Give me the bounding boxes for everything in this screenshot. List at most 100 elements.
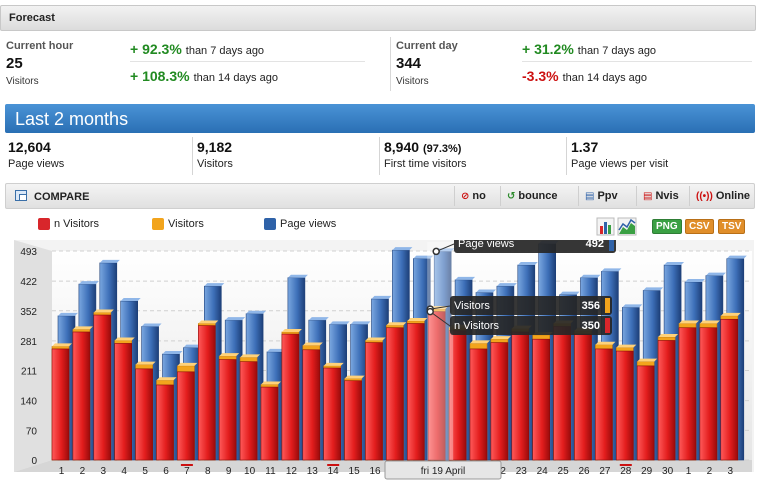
hour-delta-14-value: + 108.3% xyxy=(130,68,190,84)
bar-page-views-top xyxy=(204,283,225,287)
current-hour-label: Current hour xyxy=(6,40,74,52)
y-tick-label: 493 xyxy=(20,247,37,258)
bar-page-views-top xyxy=(413,255,434,259)
x-tick-label: 10 xyxy=(244,466,256,477)
tooltip-color-swatch xyxy=(605,298,610,313)
y-tick-label: 211 xyxy=(21,367,37,378)
compare-bounce-button[interactable]: ↺ bounce xyxy=(500,186,564,206)
x-tick-label: 11 xyxy=(265,466,276,477)
online-icon: ((•)) xyxy=(696,191,713,202)
bar-n-visitors xyxy=(386,327,404,461)
bar-visitors-top xyxy=(177,362,198,366)
x-tick-label: 3 xyxy=(728,466,734,477)
legend-page-views[interactable]: Page views xyxy=(264,216,336,232)
area-chart-icon[interactable] xyxy=(617,217,637,236)
legend-visitors-label: Visitors xyxy=(168,218,204,230)
bar-n-visitors xyxy=(72,331,91,461)
export-csv-button[interactable]: CSV xyxy=(685,219,714,234)
bar-visitors-top xyxy=(386,322,407,326)
legend-n-visitors[interactable]: n Visitors xyxy=(38,216,99,232)
legend-visitors-swatch xyxy=(152,218,164,230)
current-hour-value: 25 xyxy=(6,55,23,72)
export-png-button[interactable]: PNG xyxy=(652,219,682,234)
chart-floor xyxy=(14,460,752,472)
selected-date-box xyxy=(384,460,502,480)
bar-chart-icon[interactable] xyxy=(596,217,615,236)
legend-page-views-label: Page views xyxy=(280,218,337,230)
compare-online-button[interactable]: ((•)) Online xyxy=(689,186,756,206)
bar-n-visitors xyxy=(720,318,739,461)
bar-page-views-top xyxy=(559,291,580,295)
bar-n-visitors xyxy=(699,327,718,461)
bar-page-views-top xyxy=(120,298,141,302)
bar-page-views-top xyxy=(496,283,517,287)
bar-visitors-top xyxy=(470,340,490,344)
tooltip-anchor-dot xyxy=(426,307,434,316)
bar-visitors-top xyxy=(198,320,219,324)
bar-n-visitors xyxy=(51,348,70,461)
summary-first-time-label: First time visitors xyxy=(384,158,467,170)
bar-visitors-top xyxy=(699,320,720,324)
bar-page-views-top xyxy=(308,317,329,321)
tooltip-anchor-dot xyxy=(432,247,440,256)
y-tick-label: 352 xyxy=(20,307,37,318)
x-tick-label: 6 xyxy=(163,466,169,477)
bar-page-views-top xyxy=(705,272,726,276)
hour-delta-7-value: + 92.3% xyxy=(130,41,182,57)
x-tick-label: 1 xyxy=(686,466,692,477)
summary-page-views-value: 12,604 xyxy=(8,139,51,155)
bar-page-views-top xyxy=(601,268,622,272)
period-title: Last 2 months xyxy=(15,109,129,129)
bar-visitors-top xyxy=(365,337,386,341)
legend-visitors[interactable]: Visitors xyxy=(152,216,204,232)
bar-visitors-top xyxy=(679,320,699,324)
hour-delta-14: + 108.3% than 14 days ago xyxy=(130,68,278,84)
x-tick-label: 3 xyxy=(101,466,107,477)
export-tsv-button[interactable]: TSV xyxy=(718,219,746,234)
bar-page-views-top xyxy=(664,261,685,265)
compare-nvis-button[interactable]: ▤ Nvis xyxy=(636,186,685,206)
bar-n-visitors xyxy=(365,342,383,461)
period-header: Last 2 months xyxy=(5,104,755,133)
compare-ppv-button[interactable]: ▤ Ppv xyxy=(578,186,624,206)
bar-visitors-top xyxy=(52,343,72,347)
bar-n-visitors xyxy=(595,348,613,461)
bar-page-views-top xyxy=(225,317,246,321)
bar-visitors-top xyxy=(156,377,177,381)
forecast-header: Forecast xyxy=(0,5,756,31)
tooltip-box xyxy=(450,316,612,335)
bar-visitors-top xyxy=(637,358,658,362)
tooltip-label: Visitors xyxy=(454,300,490,312)
bar-n-visitors xyxy=(344,380,362,461)
bar-page-views-top xyxy=(329,321,350,325)
x-tick-label: 1 xyxy=(59,466,65,477)
tooltip-color-swatch xyxy=(605,318,610,333)
bar-n-visitors xyxy=(469,348,488,461)
chart-side-wall xyxy=(14,240,52,472)
tooltip-box xyxy=(454,240,616,253)
x-tick-label: 27 xyxy=(599,466,611,477)
x-tick-label: 13 xyxy=(307,466,319,477)
compare-icon[interactable] xyxy=(15,190,27,201)
bar-visitors-top xyxy=(93,309,114,313)
compare-bar: COMPARE ⊘ no ↺ bounce ▤ Ppv ▤ Nvis ((•)) Onli… xyxy=(5,183,755,209)
day-delta-14: -3.3% than 14 days ago xyxy=(522,68,647,84)
bar-n-visitors xyxy=(302,349,321,461)
x-tick-label: 14 xyxy=(328,466,340,477)
bar-page-views-top xyxy=(371,295,392,299)
summary-first-time: 8,940 (97.3%) First time visitors xyxy=(381,137,567,175)
compare-no-button[interactable]: ⊘ no xyxy=(454,186,492,206)
summary-ppv-value: 1.37 xyxy=(571,139,599,155)
x-tick-label: 12 xyxy=(286,466,298,477)
bar-page-views-top xyxy=(392,247,413,251)
legend-page-views-swatch xyxy=(264,218,276,230)
legend-n-visitors-label: n Visitors xyxy=(54,218,100,230)
bar-visitors-top xyxy=(616,344,637,348)
x-tick-label: 8 xyxy=(205,466,211,477)
tooltip-value: 350 xyxy=(582,320,600,332)
bar-n-visitors xyxy=(657,340,676,461)
x-tick-label: 7 xyxy=(184,466,190,477)
bar-page-views-top xyxy=(580,274,601,278)
x-tick-label: 25 xyxy=(558,466,570,477)
